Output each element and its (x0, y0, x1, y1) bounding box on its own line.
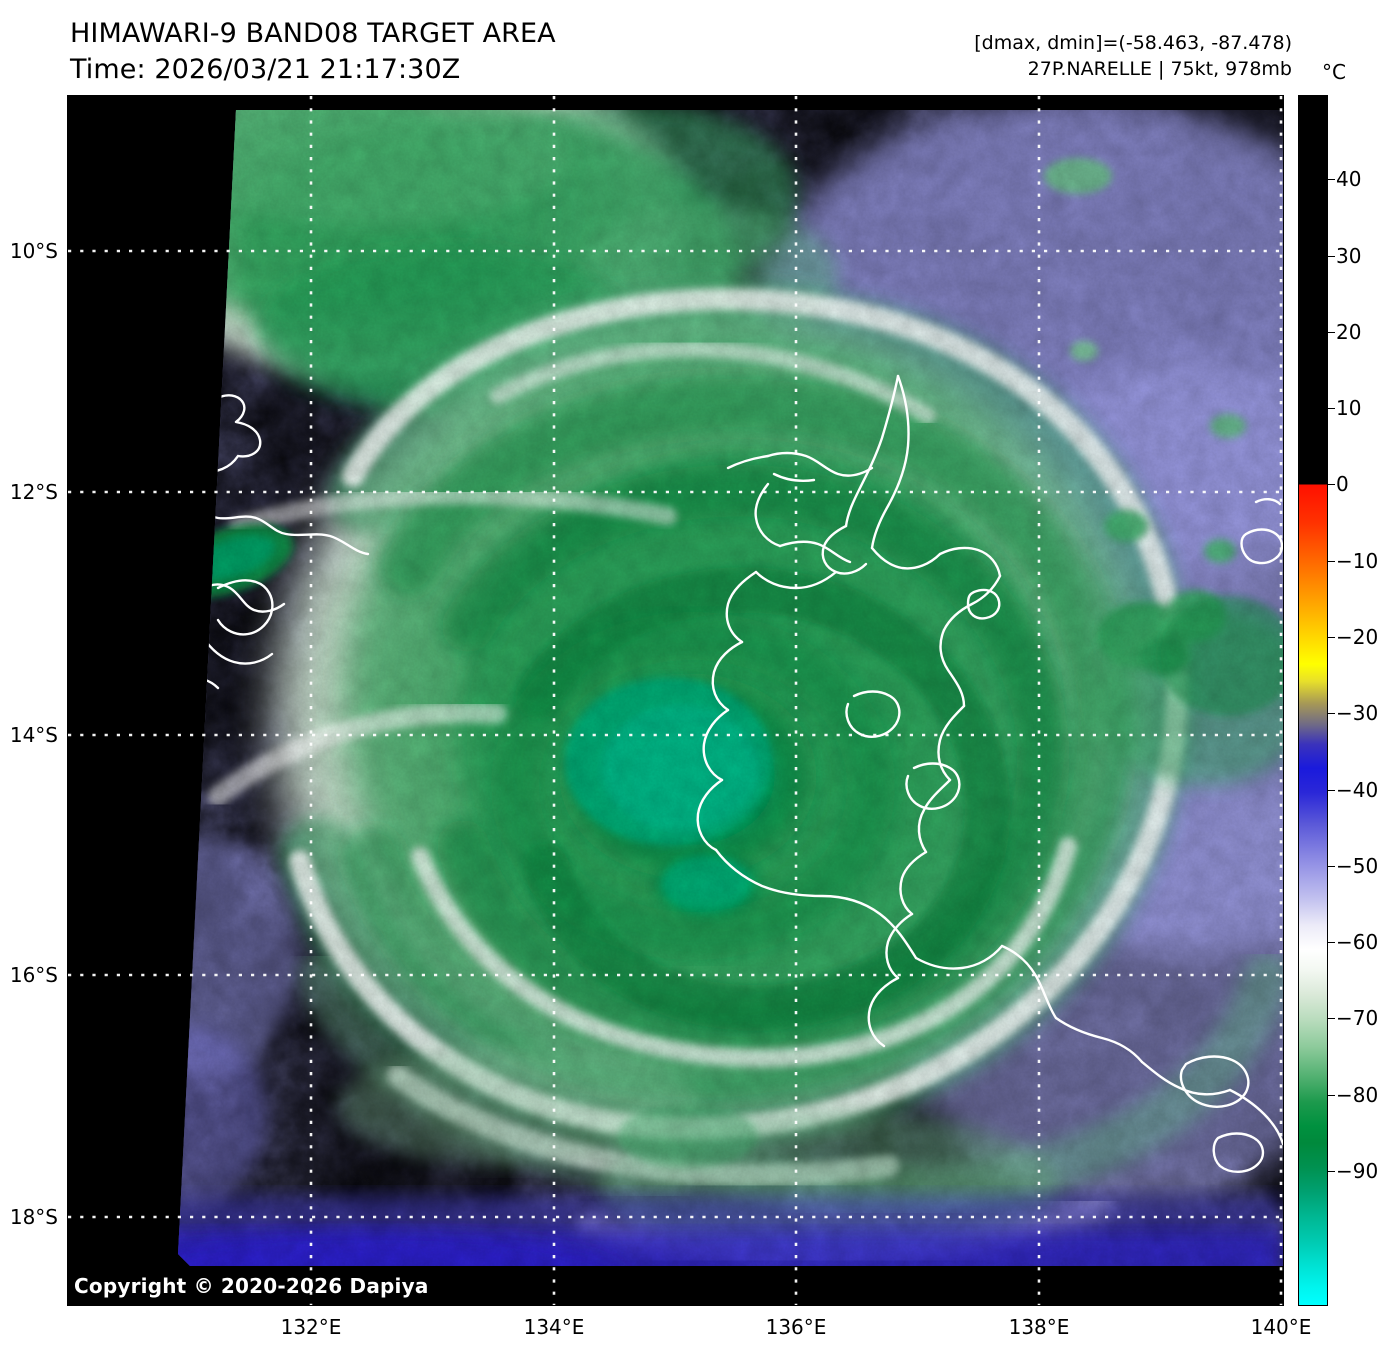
satellite-imagery-svg (68, 96, 1283, 1305)
dminmax-annotation: [dmax, dmin]=(-58.463, -87.478) (974, 32, 1292, 54)
satellite-imagery-plot (68, 96, 1283, 1305)
colorbar-tick-m60: −60 (1336, 930, 1379, 954)
x-tick-label-132e: 132°E (280, 1315, 342, 1339)
y-tick-label-14s: 14°S (9, 723, 58, 747)
colorbar-tick-m20: −20 (1336, 625, 1379, 649)
colorbar-tick-m50: −50 (1336, 854, 1379, 878)
colorbar-tick-10: 10 (1336, 396, 1362, 420)
colorbar-tickmark-m50 (1328, 866, 1335, 867)
colorbar-tickmark-m30 (1328, 713, 1335, 714)
colorbar-tick-30: 30 (1336, 244, 1362, 268)
y-tick-label-10s: 10°S (9, 239, 58, 263)
colorbar-tick-m30: −30 (1336, 701, 1379, 725)
y-tick-label-18s: 18°S (9, 1205, 58, 1229)
header-left: HIMAWARI-9 BAND08 TARGET AREA Time: 2026… (70, 16, 556, 88)
colorbar-tickmark-40 (1328, 179, 1335, 180)
colorbar-tick-m80: −80 (1336, 1083, 1379, 1107)
header-right: [dmax, dmin]=(-58.463, -87.478) 27P.NARE… (974, 30, 1292, 82)
x-tick-label-136e: 136°E (765, 1315, 827, 1339)
timestamp: Time: 2026/03/21 21:17:30Z (70, 54, 461, 85)
colorbar (1298, 95, 1328, 1306)
y-tick-label-16s: 16°S (9, 963, 58, 987)
y-tick-label-12s: 12°S (9, 480, 58, 504)
colorbar-tickmark-m60 (1328, 942, 1335, 943)
colorbar-tickmark-m10 (1328, 561, 1335, 562)
x-tick-label-134e: 134°E (523, 1315, 585, 1339)
colorbar-tickmark-m90 (1328, 1171, 1335, 1172)
coastline-overlay (178, 374, 1283, 1173)
colorbar-tick-m90: −90 (1336, 1159, 1379, 1183)
page-title: HIMAWARI-9 BAND08 TARGET AREA (70, 18, 556, 49)
colorbar-tickmark-30 (1328, 256, 1335, 257)
colorbar-tickmark-m40 (1328, 790, 1335, 791)
colorbar-tick-m70: −70 (1336, 1006, 1379, 1030)
x-tick-label-140e: 140°E (1250, 1315, 1312, 1339)
colorbar-tick-40: 40 (1336, 167, 1362, 191)
colorbar-tickmark-m70 (1328, 1018, 1335, 1019)
colorbar-tick-0: 0 (1336, 472, 1349, 496)
colorbar-tickmark-10 (1328, 408, 1335, 409)
colorbar-tick-m40: −40 (1336, 778, 1379, 802)
colorbar-tickmark-m20 (1328, 637, 1335, 638)
storm-annotation: 27P.NARELLE | 75kt, 978mb (1027, 58, 1292, 80)
copyright-text: Copyright © 2020-2026 Dapiya (74, 1274, 429, 1298)
colorbar-tickmark-m80 (1328, 1095, 1335, 1096)
colorbar-tick-20: 20 (1336, 320, 1362, 344)
satellite-swath (178, 110, 1283, 1266)
x-tick-label-138e: 138°E (1008, 1315, 1070, 1339)
colorbar-gradient (1299, 96, 1327, 1305)
colorbar-tickmark-20 (1328, 332, 1335, 333)
colorbar-tickmark-0 (1328, 484, 1335, 485)
colorbar-unit-label: °C (1322, 60, 1346, 84)
colorbar-tick-m10: −10 (1336, 549, 1379, 573)
